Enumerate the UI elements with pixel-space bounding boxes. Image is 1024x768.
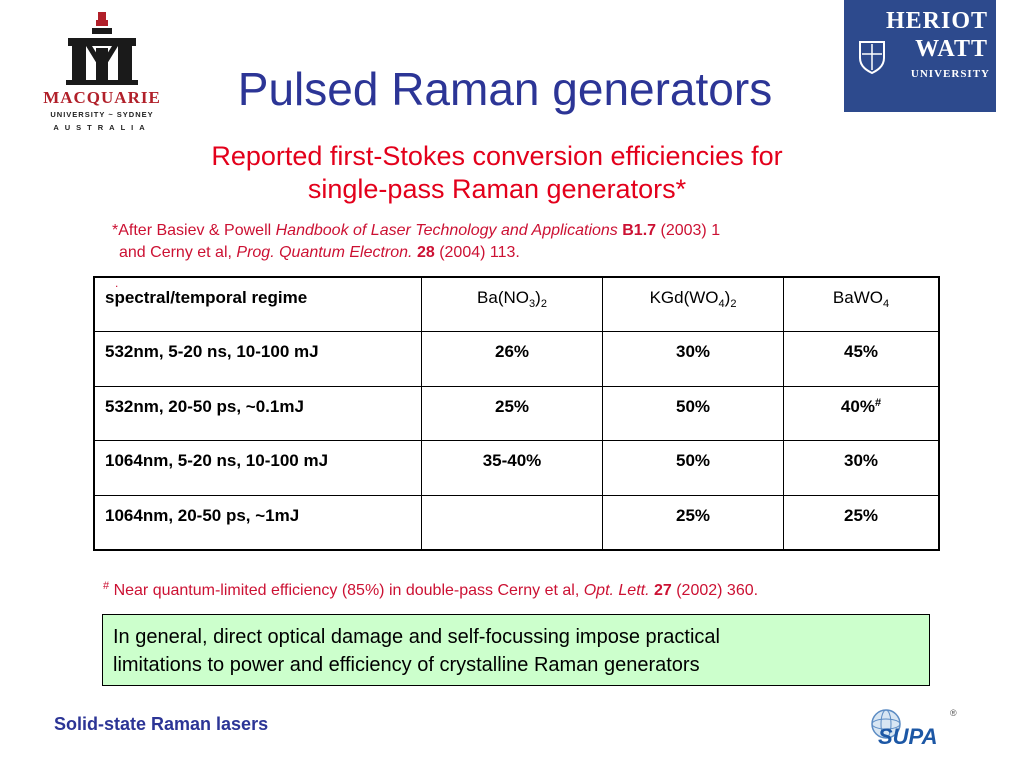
table-row: 1064nm, 20-50 ps, ~1mJ 25% 25% <box>93 494 940 551</box>
reference-authors-2: and Cerny et al, <box>119 244 237 261</box>
cell-ba-no3: 35-40% <box>421 440 603 496</box>
cell-regime: 532nm, 5-20 ns, 10-100 mJ <box>93 331 422 387</box>
reference-volume: B1.7 <box>617 222 657 239</box>
reference-citation: *After Basiev & Powell Handbook of Laser… <box>112 220 912 264</box>
reference-year-page: (2003) 1 <box>656 222 721 239</box>
footnote-mark: # <box>103 580 110 592</box>
macquarie-logo: MACQUARIE UNIVERSITY ~ SYDNEY AUSTRALIA <box>38 8 166 132</box>
macquarie-crest-icon <box>66 12 138 85</box>
subtitle-line-2: single-pass Raman generators* <box>307 174 687 204</box>
header-kgd-wo4: KGd(WO4)2 <box>602 276 784 333</box>
slide-subtitle: Reported first-Stokes conversion efficie… <box>100 140 894 206</box>
footnote-text: Near quantum-limited efficiency (85%) in… <box>109 582 584 599</box>
subtitle-line-1: Reported first-Stokes conversion efficie… <box>211 141 783 171</box>
heriot-watt-crest-icon <box>859 41 885 74</box>
cell-bawo4: 45% <box>783 331 940 387</box>
table-row: 532nm, 5-20 ns, 10-100 mJ 26% 30% 45% <box>93 331 940 387</box>
cell-regime: 1064nm, 5-20 ns, 10-100 mJ <box>93 440 422 496</box>
cell-bawo4: 25% <box>783 494 940 551</box>
header-ba-no3: Ba(NO3)2 <box>421 276 603 333</box>
cell-ba-no3: 25% <box>421 385 603 442</box>
supa-registered-mark: ® <box>950 708 957 718</box>
footnote-year-page: (2002) 360. <box>671 582 759 599</box>
supa-globe-icon: SUPA ® <box>871 708 957 749</box>
reference-volume-2: 28 <box>412 244 435 261</box>
cell-kgd-wo4: 50% <box>602 385 784 442</box>
cell-kgd-wo4: 30% <box>602 331 784 387</box>
near-quantum-mark: # <box>874 396 882 409</box>
supa-text: SUPA <box>878 724 938 749</box>
note-box: In general, direct optical damage and se… <box>102 614 930 686</box>
reference-year-page-2: (2004) 113. <box>434 244 520 261</box>
macquarie-name: MACQUARIE <box>43 88 161 107</box>
reference-journal: Prog. Quantum Electron. <box>236 244 413 261</box>
table-row: 532nm, 20-50 ps, ~0.1mJ 25% 50% 40%# <box>93 385 940 442</box>
heriot-watt-line1: HERIOT <box>885 8 988 34</box>
reference-authors: *After Basiev & Powell <box>112 222 276 239</box>
slide-title: Pulsed Raman generators <box>237 63 773 115</box>
cell-bawo4: 30% <box>783 440 940 496</box>
efficiency-table: spectral/temporal regime Ba(NO3)2 KGd(WO… <box>93 276 940 551</box>
cell-kgd-wo4: 25% <box>602 494 784 551</box>
cell-ba-no3 <box>421 494 603 551</box>
cell-ba-no3: 26% <box>421 331 603 387</box>
reference-book-title: Handbook of Laser Technology and Applica… <box>275 222 618 239</box>
heriot-watt-logo: HERIOT WATT UNIVERSITY <box>844 0 996 112</box>
cell-kgd-wo4: 50% <box>602 440 784 496</box>
footer-label: Solid-state Raman lasers <box>54 714 269 734</box>
footnote: # Near quantum-limited efficiency (85%) … <box>103 580 983 600</box>
heriot-watt-line2: WATT <box>915 36 988 62</box>
reference-line-2: and Cerny et al, Prog. Quantum Electron.… <box>112 242 912 264</box>
header-regime: spectral/temporal regime <box>93 276 422 333</box>
table-row: 1064nm, 5-20 ns, 10-100 mJ 35-40% 50% 30… <box>93 440 940 496</box>
macquarie-country: AUSTRALIA <box>53 123 151 132</box>
footnote-journal: Opt. Lett. <box>583 582 650 599</box>
footnote-volume: 27 <box>649 582 672 599</box>
note-line-1: In general, direct optical damage and se… <box>113 626 720 648</box>
macquarie-subline: UNIVERSITY ~ SYDNEY <box>50 110 154 119</box>
heriot-watt-line3: UNIVERSITY <box>910 68 990 80</box>
reference-line-1: *After Basiev & Powell Handbook of Laser… <box>112 220 912 242</box>
cell-regime: 532nm, 20-50 ps, ~0.1mJ <box>93 385 422 442</box>
table-header-row: spectral/temporal regime Ba(NO3)2 KGd(WO… <box>93 276 940 333</box>
header-bawo4: BaWO4 <box>783 276 940 333</box>
cell-regime: 1064nm, 20-50 ps, ~1mJ <box>93 494 422 551</box>
note-line-2: limitations to power and efficiency of c… <box>113 654 700 676</box>
supa-logo: SUPA ® <box>864 706 960 754</box>
cell-bawo4: 40%# <box>783 385 940 442</box>
